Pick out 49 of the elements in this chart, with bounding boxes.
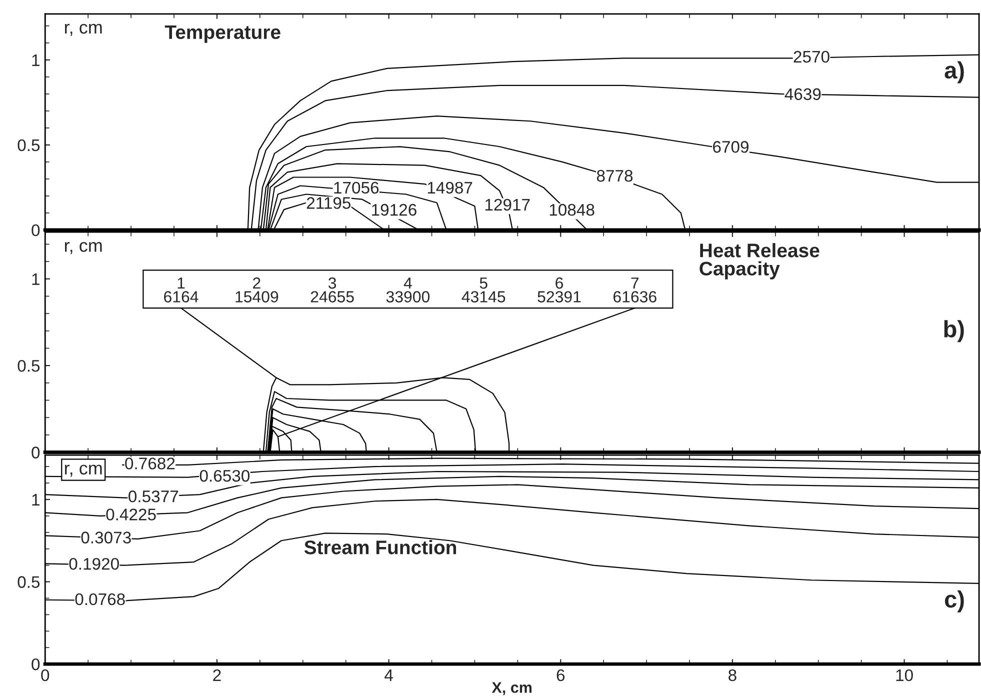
annotation: 0.4225 xyxy=(106,508,156,520)
y-tick-label: 0.5 xyxy=(18,360,40,372)
text: Heat Release Capacity xyxy=(700,243,820,280)
annotation: 3 24655 xyxy=(310,277,354,302)
annotation: 1 6164 xyxy=(164,278,198,302)
annotation: 8778 xyxy=(596,170,633,182)
annotation: 14987 xyxy=(428,182,472,194)
annotation: 0.3073 xyxy=(81,532,131,544)
y-tick-label: 0 xyxy=(32,446,40,458)
annotation: 19126 xyxy=(372,204,416,216)
y-tick-label: 1 xyxy=(32,273,40,285)
annotation: 0.6530 xyxy=(200,470,250,482)
annotation: b) xyxy=(944,320,964,342)
annotation: 6709 xyxy=(713,141,748,153)
x-tick-label: 4 xyxy=(384,670,393,681)
annotation: c) xyxy=(944,590,964,612)
y-axis-title: r, cm xyxy=(65,24,102,36)
annotation: 17056 xyxy=(334,182,379,194)
y-tick-label: 0.5 xyxy=(18,139,40,152)
x-axis-title: X, cm xyxy=(492,682,532,696)
annotation: 10848 xyxy=(550,204,594,216)
y-tick-label: 1 xyxy=(32,494,40,506)
text: Stream Function xyxy=(304,540,456,554)
annotation: 12917 xyxy=(485,198,530,211)
y-tick-label: 0 xyxy=(32,224,40,236)
y-axis-title: r, cm xyxy=(65,242,102,254)
annotation: 2570 xyxy=(794,50,830,63)
text: Temperature xyxy=(164,25,280,43)
x-tick-label: 8 xyxy=(728,669,736,682)
annotation: 7 61636 xyxy=(613,278,656,302)
annotation: 2 15409 xyxy=(236,277,278,302)
annotation: 6 52391 xyxy=(538,277,581,302)
x-tick-label: 10 xyxy=(896,669,913,682)
annotation: 21195 xyxy=(306,197,351,209)
annotation: 0.5377 xyxy=(128,490,178,502)
y-tick-label: 1 xyxy=(32,54,40,66)
annotation: 5 43145 xyxy=(462,278,506,302)
annotation: 4 33900 xyxy=(386,278,430,302)
x-tick-label: 0 xyxy=(41,669,50,682)
annotation: 0.7682 xyxy=(125,458,175,470)
annotation: 0.0768 xyxy=(75,593,125,606)
annotation: 0.1920 xyxy=(69,558,119,570)
annotation: a) xyxy=(944,61,964,84)
x-tick-label: 6 xyxy=(556,669,565,682)
y-tick-label: 0.5 xyxy=(18,576,40,588)
annotation: 4639 xyxy=(784,88,821,100)
x-tick-label: 2 xyxy=(213,669,221,681)
y-tick-label: 0 xyxy=(32,658,40,670)
y-axis-title: r, cm xyxy=(65,464,102,477)
